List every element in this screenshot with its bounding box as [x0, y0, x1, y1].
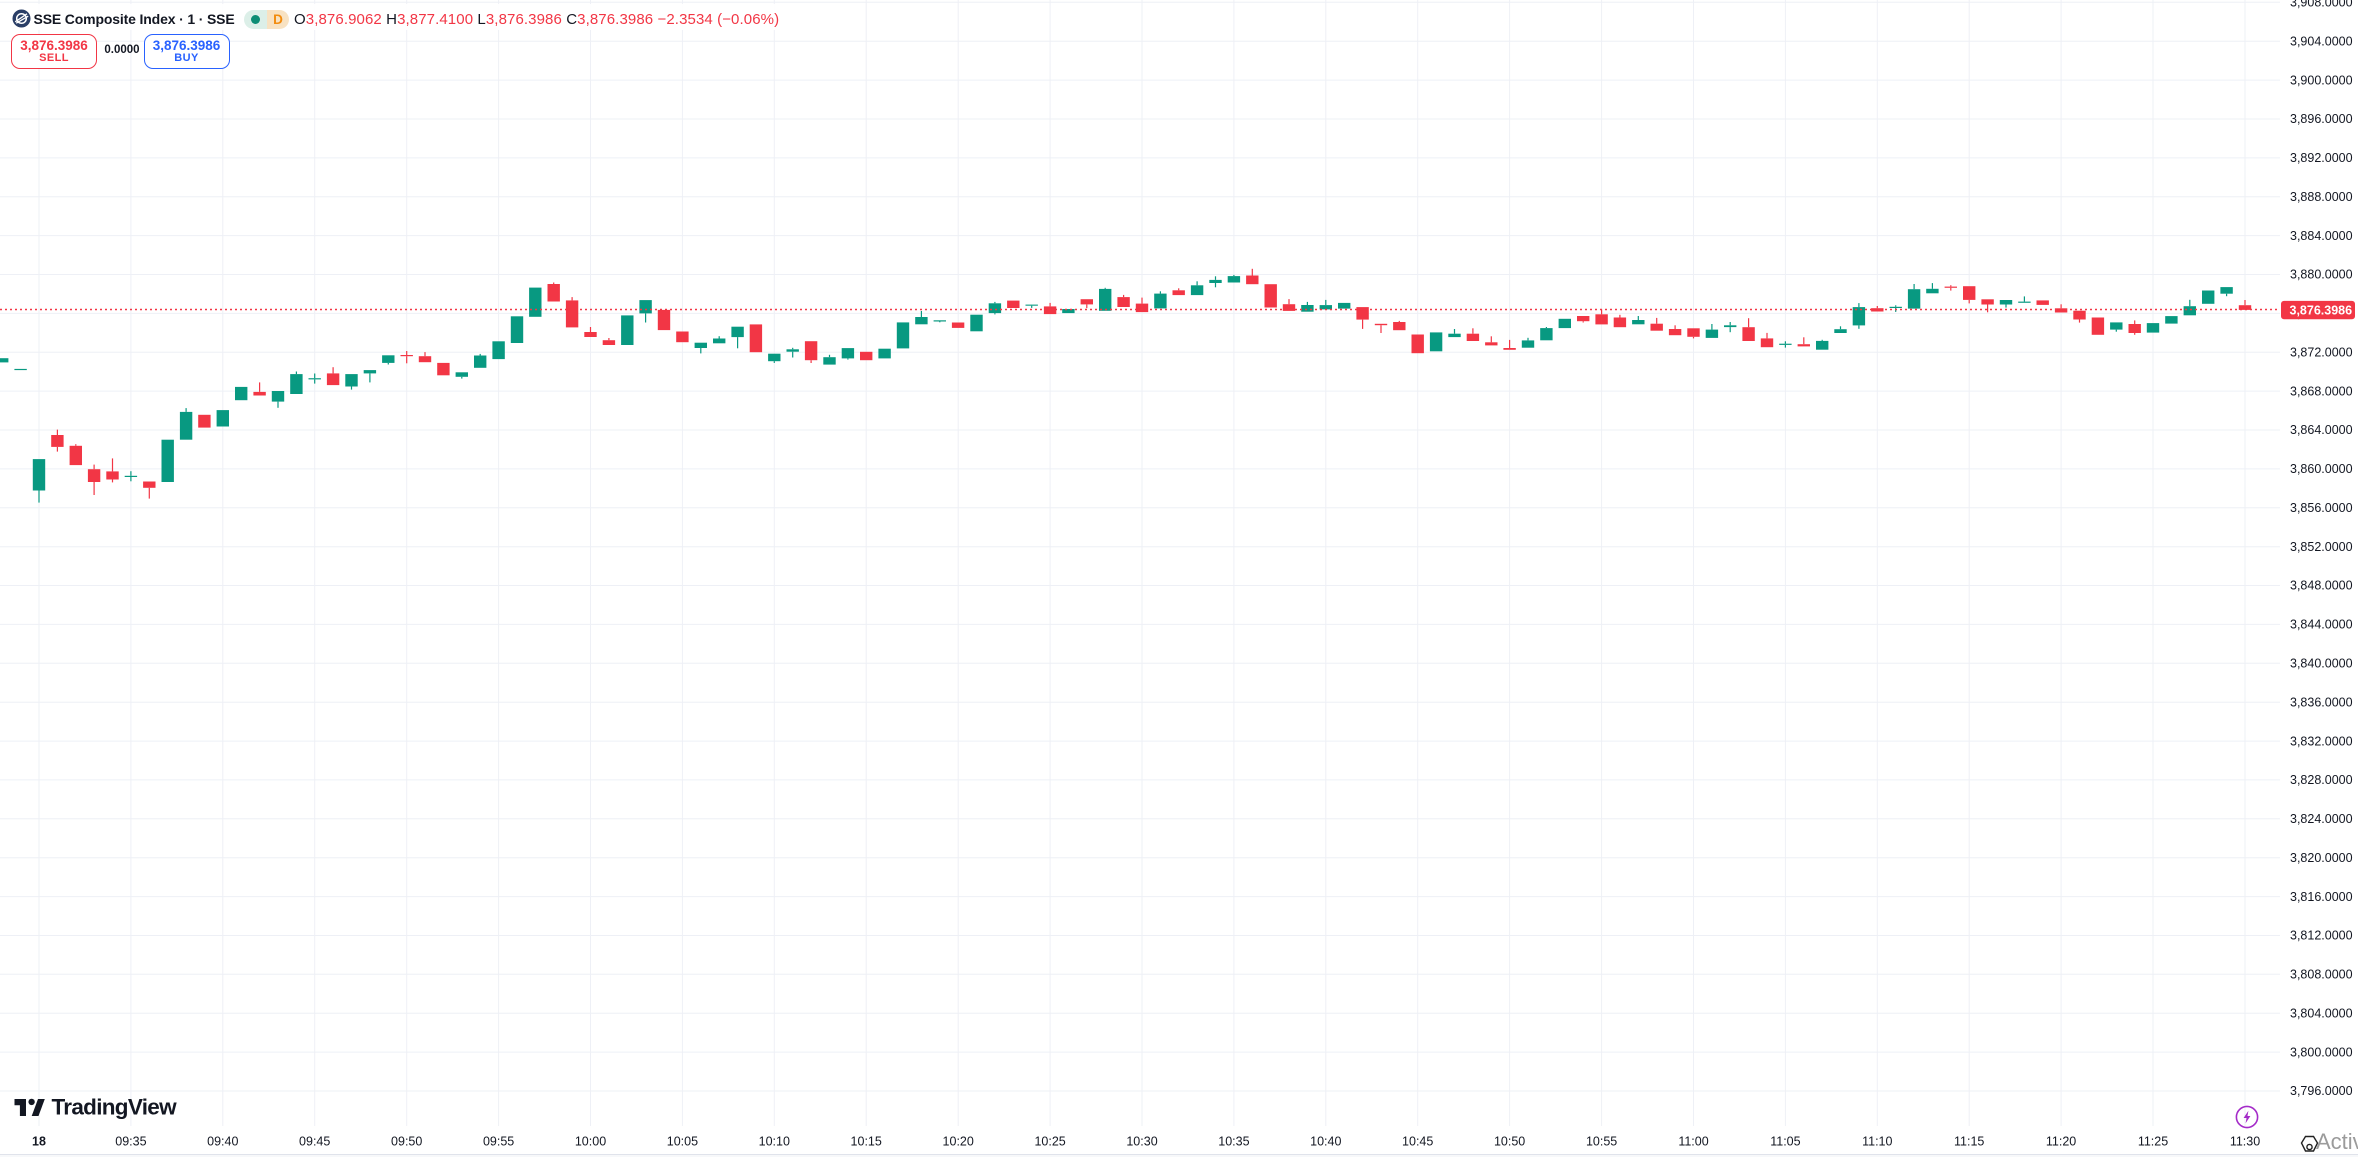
svg-text:3,864.0000: 3,864.0000: [2290, 423, 2353, 437]
svg-text:09:50: 09:50: [391, 1135, 422, 1149]
svg-text:11:20: 11:20: [2046, 1135, 2076, 1149]
svg-text:10:20: 10:20: [943, 1135, 974, 1149]
svg-text:3,892.0000: 3,892.0000: [2290, 151, 2353, 165]
svg-text:3,848.0000: 3,848.0000: [2290, 579, 2353, 593]
svg-text:10:55: 10:55: [1586, 1135, 1617, 1149]
svg-text:10:00: 10:00: [575, 1135, 606, 1149]
svg-text:3,860.0000: 3,860.0000: [2290, 462, 2353, 476]
svg-text:3,852.0000: 3,852.0000: [2290, 540, 2353, 554]
svg-text:09:45: 09:45: [299, 1135, 330, 1149]
svg-text:3,856.0000: 3,856.0000: [2290, 501, 2353, 515]
svg-text:11:10: 11:10: [1862, 1135, 1892, 1149]
svg-text:3,908.0000: 3,908.0000: [2290, 0, 2353, 10]
svg-text:3,900.0000: 3,900.0000: [2290, 73, 2353, 87]
svg-text:10:25: 10:25: [1034, 1135, 1065, 1149]
svg-text:11:05: 11:05: [1770, 1135, 1800, 1149]
svg-text:3,872.0000: 3,872.0000: [2290, 346, 2353, 360]
svg-text:3,808.0000: 3,808.0000: [2290, 968, 2353, 982]
svg-text:10:10: 10:10: [759, 1135, 790, 1149]
svg-text:3,904.0000: 3,904.0000: [2290, 34, 2353, 48]
svg-text:11:25: 11:25: [2138, 1135, 2168, 1149]
svg-text:3,800.0000: 3,800.0000: [2290, 1045, 2353, 1059]
svg-text:10:45: 10:45: [1402, 1135, 1433, 1149]
svg-text:3,884.0000: 3,884.0000: [2290, 229, 2353, 243]
svg-text:3,828.0000: 3,828.0000: [2290, 773, 2353, 787]
svg-text:18: 18: [32, 1135, 46, 1149]
svg-text:3,836.0000: 3,836.0000: [2290, 695, 2353, 709]
svg-text:3,796.0000: 3,796.0000: [2290, 1084, 2353, 1098]
svg-text:3,844.0000: 3,844.0000: [2290, 618, 2353, 632]
svg-text:TradingView: TradingView: [52, 1097, 178, 1120]
svg-text:3,880.0000: 3,880.0000: [2290, 268, 2353, 282]
svg-text:09:35: 09:35: [115, 1135, 146, 1149]
svg-text:09:55: 09:55: [483, 1135, 514, 1149]
svg-text:10:40: 10:40: [1310, 1135, 1341, 1149]
svg-text:3,840.0000: 3,840.0000: [2290, 657, 2353, 671]
svg-text:3,832.0000: 3,832.0000: [2290, 734, 2353, 748]
svg-text:11:30: 11:30: [2230, 1135, 2260, 1149]
svg-text:3,868.0000: 3,868.0000: [2290, 384, 2353, 398]
svg-text:10:05: 10:05: [667, 1135, 698, 1149]
svg-text:3,824.0000: 3,824.0000: [2290, 812, 2353, 826]
svg-text:3,804.0000: 3,804.0000: [2290, 1006, 2353, 1020]
svg-text:3,888.0000: 3,888.0000: [2290, 190, 2353, 204]
svg-text:09:40: 09:40: [207, 1135, 238, 1149]
svg-text:3,896.0000: 3,896.0000: [2290, 112, 2353, 126]
svg-text:3,820.0000: 3,820.0000: [2290, 851, 2353, 865]
svg-text:11:15: 11:15: [1954, 1135, 1984, 1149]
svg-text:11:00: 11:00: [1678, 1135, 1708, 1149]
svg-text:3,876.3986: 3,876.3986: [2290, 303, 2353, 317]
svg-text:10:15: 10:15: [851, 1135, 882, 1149]
svg-text:10:50: 10:50: [1494, 1135, 1525, 1149]
svg-text:3,812.0000: 3,812.0000: [2290, 929, 2353, 943]
svg-text:3,816.0000: 3,816.0000: [2290, 890, 2353, 904]
svg-text:10:35: 10:35: [1218, 1135, 1249, 1149]
svg-text:10:30: 10:30: [1126, 1135, 1157, 1149]
